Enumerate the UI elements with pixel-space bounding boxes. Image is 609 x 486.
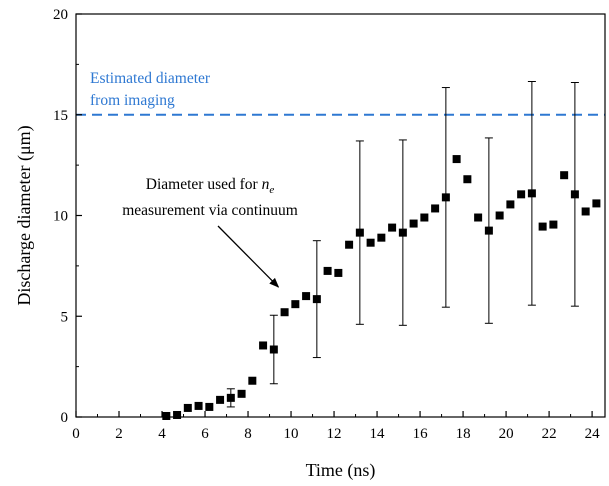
x-tick-label: 18 [456, 426, 471, 442]
data-point [355, 228, 364, 237]
data-point [162, 411, 171, 420]
annotation-text-line-1: Diameter used for ne [146, 176, 275, 196]
x-tick-label: 22 [542, 426, 557, 442]
data-point [194, 401, 203, 410]
x-tick-label: 6 [201, 426, 209, 442]
data-point [549, 220, 558, 229]
data-point [538, 222, 547, 231]
data-point [183, 403, 192, 412]
data-point [474, 213, 483, 222]
data-point [398, 228, 407, 237]
y-tick-label: 5 [61, 309, 69, 325]
data-point [216, 395, 225, 404]
x-tick-label: 8 [244, 426, 252, 442]
annotation: Diameter used for ne measurement via con… [122, 176, 298, 288]
x-tick-label: 12 [327, 426, 342, 442]
y-tick-label: 15 [53, 108, 68, 124]
x-tick-label: 20 [499, 426, 514, 442]
data-point [495, 211, 504, 220]
data-point [420, 213, 429, 222]
data-point [570, 190, 579, 199]
data-point [291, 300, 300, 309]
annotation-variable: n [262, 176, 270, 193]
reference-layer: Estimated diameter from imaging [76, 70, 605, 116]
data-point [312, 295, 321, 304]
data-point [560, 171, 569, 180]
reference-label-line-1: Estimated diameter [90, 70, 211, 87]
data-points [162, 155, 601, 420]
data-point [173, 410, 182, 419]
data-point [345, 240, 354, 249]
x-tick-label: 16 [413, 426, 429, 442]
data-point [334, 268, 343, 277]
data-point [269, 345, 278, 354]
data-point [581, 207, 590, 216]
x-axis-ticks: 0 2 4 6 8 10 12 14 16 18 20 22 24 [72, 411, 600, 442]
data-point [237, 389, 246, 398]
data-point [463, 175, 472, 184]
data-point [205, 402, 214, 411]
data-point [388, 223, 397, 232]
annotation-prefix: Diameter used for [146, 176, 262, 193]
x-tick-label: 2 [115, 426, 123, 442]
error-bars [226, 81, 579, 408]
data-point [280, 308, 289, 317]
data-point [506, 200, 515, 209]
annotation-text-line-2: measurement via continuum [122, 202, 298, 219]
data-point [452, 155, 461, 164]
x-tick-label: 10 [284, 426, 299, 442]
data-point [409, 219, 418, 228]
data-point [226, 393, 235, 402]
data-point [517, 190, 526, 199]
y-axis-label: Discharge diameter (μm) [14, 125, 35, 305]
x-axis-label: Time (ns) [306, 460, 376, 481]
reference-label-line-2: from imaging [90, 92, 175, 109]
data-point [302, 292, 311, 301]
data-point [259, 341, 268, 350]
y-tick-label: 0 [61, 410, 69, 426]
data-point [592, 199, 601, 208]
data-point [527, 189, 536, 198]
data-point [377, 233, 386, 242]
data-point [248, 376, 257, 385]
x-tick-label: 4 [158, 426, 166, 442]
y-tick-label: 10 [53, 209, 68, 225]
annotation-subscript: e [269, 184, 274, 196]
y-tick-label: 20 [53, 7, 68, 23]
x-tick-label: 24 [585, 426, 601, 442]
data-point [484, 226, 493, 235]
x-tick-label: 0 [72, 426, 80, 442]
y-axis-ticks: 0 5 10 15 20 [53, 7, 82, 426]
data-point [366, 238, 375, 247]
data-point [441, 193, 450, 202]
annotation-arrow [217, 225, 280, 288]
x-tick-label: 14 [370, 426, 386, 442]
data-point [431, 204, 440, 213]
data-point [323, 266, 332, 275]
